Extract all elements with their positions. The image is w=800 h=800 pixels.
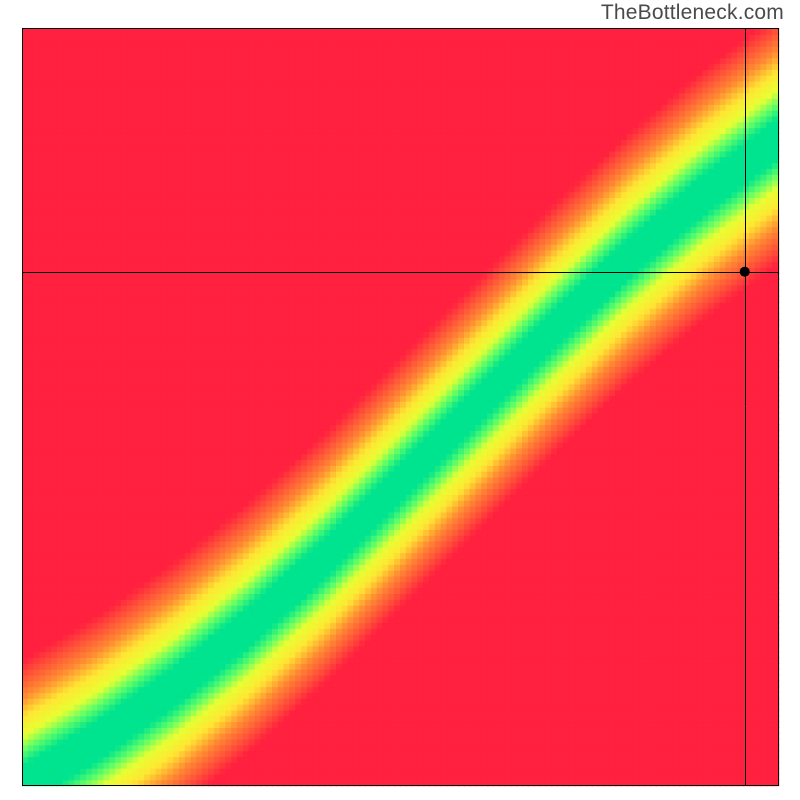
watermark-text: TheBottleneck.com (601, 1, 784, 25)
heatmap-canvas (0, 0, 800, 800)
chart-container: TheBottleneck.com (0, 0, 800, 800)
